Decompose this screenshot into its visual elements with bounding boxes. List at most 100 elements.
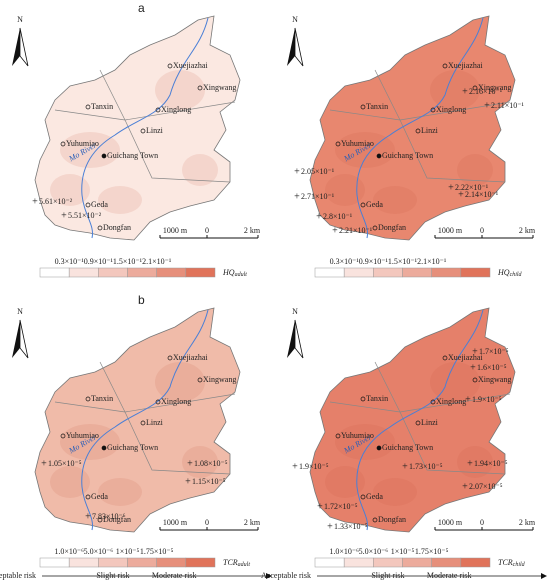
river — [81, 309, 209, 531]
town-boundary — [99, 69, 126, 121]
place-name: Dongfan — [378, 515, 406, 524]
place-marker — [85, 202, 91, 208]
legend-tick-label: 1.5×10⁻¹ — [388, 257, 418, 266]
sample-marker: + — [484, 100, 490, 111]
sample-value: 1.94×10⁻⁵ — [474, 459, 508, 468]
place-name: Xingwang — [478, 375, 511, 384]
place-marker — [197, 85, 203, 91]
town-boundary — [399, 411, 506, 475]
sample-marker: + — [458, 189, 464, 200]
place-marker — [60, 141, 66, 147]
sample-value: 1.73×10⁻⁵ — [409, 462, 443, 471]
place-marker — [167, 355, 173, 361]
place-marker — [85, 396, 91, 402]
legend-swatch — [39, 557, 70, 568]
concentration-patch — [335, 132, 395, 168]
risk-level: Slight risk — [96, 571, 129, 580]
risk-level: Acceptable risk — [261, 571, 311, 580]
sample-marker: + — [462, 481, 468, 492]
risk-level: Acceptable risk — [0, 571, 36, 580]
place-name: Yuhumiao — [341, 139, 374, 148]
legend-tick-label: 0.9×10⁻¹ — [359, 257, 389, 266]
place-marker — [85, 104, 91, 110]
risk-level: Moderate risk — [152, 571, 197, 580]
legend-tick-label: 1.0×10⁻⁶ — [54, 547, 84, 556]
concentration-patch — [50, 466, 90, 498]
sample-marker: + — [187, 458, 193, 469]
scale-label: 2 km — [244, 518, 261, 527]
legend-swatch — [373, 557, 403, 568]
panel-label: a — [138, 1, 145, 15]
town-boundary — [399, 119, 506, 183]
place-name: Yuhumiao — [66, 139, 99, 148]
town-boundary — [124, 411, 231, 475]
legend-tick-label: 5.0×10⁻⁶ — [84, 547, 114, 556]
sample-value: 2.07×10⁻⁵ — [469, 482, 503, 491]
sample-marker: + — [465, 394, 471, 405]
place-name: Linzi — [146, 126, 164, 135]
legend-swatch — [39, 267, 70, 278]
legend-swatch — [127, 557, 157, 568]
risk-level: Moderate risk — [427, 571, 472, 580]
place-marker — [430, 107, 436, 113]
sample-marker: + — [32, 196, 38, 207]
north-arrow — [12, 28, 20, 66]
legend-swatch — [314, 267, 345, 278]
place-name: Geda — [91, 200, 108, 209]
scale-label: 0 — [480, 226, 484, 235]
concentration-patch — [98, 186, 142, 214]
sample-marker: + — [317, 501, 323, 512]
place-marker — [155, 399, 161, 405]
place-marker — [472, 85, 478, 91]
place-name: Xinglong — [161, 397, 191, 406]
north-arrow — [287, 320, 295, 358]
place-name: Tanxin — [91, 102, 113, 111]
sample-marker: + — [448, 182, 454, 193]
place-name: Tanxin — [91, 394, 113, 403]
legend-swatch — [98, 557, 128, 568]
sample-value: 1.33×10⁻⁵ — [334, 522, 368, 531]
sample-value: 1.7×10⁻⁵ — [479, 347, 509, 356]
place-name: Yuhumiao — [341, 431, 374, 440]
place-marker — [360, 396, 366, 402]
sample-value: 2.11×10⁻¹ — [491, 101, 524, 110]
sample-value: 2.21×10⁻¹ — [339, 226, 373, 235]
sample-marker: + — [462, 86, 468, 97]
sample-marker: + — [292, 461, 298, 472]
north-arrow — [294, 319, 304, 359]
legend-swatch — [431, 557, 462, 568]
place-name: Tanxin — [366, 394, 388, 403]
sample-marker: + — [472, 346, 478, 357]
concentration-patch — [325, 174, 365, 206]
place-marker — [415, 420, 421, 426]
sample-value: 2.05×10⁻¹ — [301, 167, 335, 176]
place-name: Guichang Town — [107, 443, 158, 452]
concentration-patch — [457, 446, 493, 478]
place-marker — [335, 433, 341, 439]
place-name: Geda — [91, 492, 108, 501]
sample-marker: + — [294, 166, 300, 177]
north-arrow — [19, 319, 29, 359]
place-name: Dongfan — [103, 223, 131, 232]
town-boundary — [374, 361, 401, 413]
scale-label: 2 km — [519, 226, 536, 235]
legend-tick-label: 2.1×10⁻¹ — [417, 257, 447, 266]
scale-label: 0 — [480, 518, 484, 527]
legend-title: HQchild — [497, 268, 523, 279]
concentration-patch — [50, 174, 90, 206]
sample-marker: + — [185, 476, 191, 487]
legend-swatch — [343, 267, 374, 278]
place-name: Xinglong — [436, 397, 466, 406]
scale-label: 1000 m — [163, 226, 188, 235]
place-marker — [372, 517, 378, 523]
legend-swatch — [373, 267, 403, 278]
legend-swatch — [460, 267, 491, 278]
river — [356, 309, 484, 531]
place-marker — [442, 63, 448, 69]
legend-swatch — [185, 267, 216, 278]
legend-swatch — [185, 557, 216, 568]
sample-value: 1.08×10⁻⁵ — [194, 459, 228, 468]
sample-marker: + — [467, 458, 473, 469]
sample-marker: + — [294, 191, 300, 202]
